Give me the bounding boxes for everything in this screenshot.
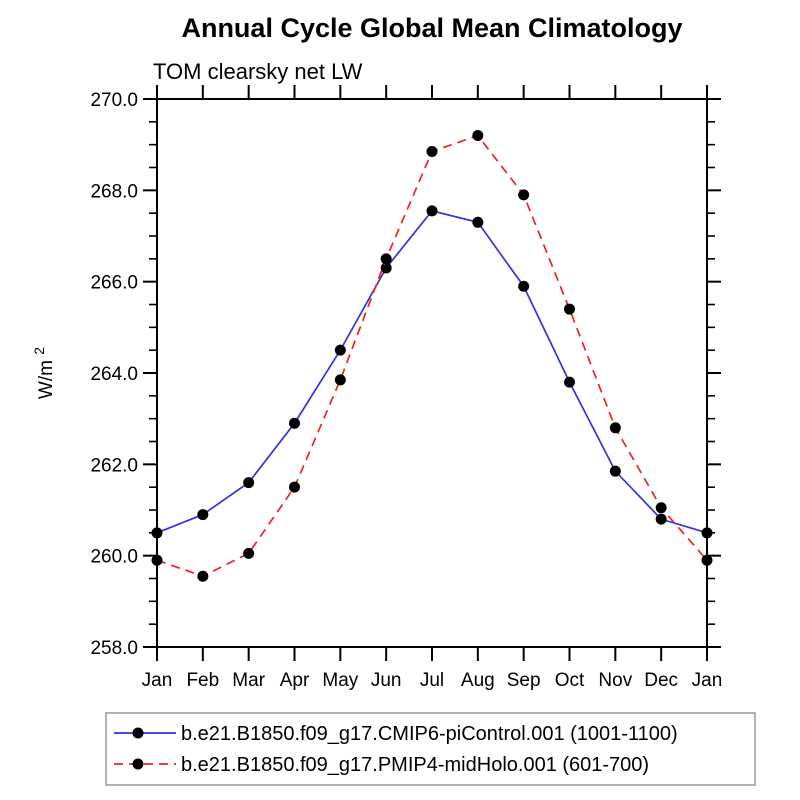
legend-box — [105, 712, 756, 786]
series-0-point-Mar — [243, 477, 255, 489]
x-tick-label: Nov — [598, 670, 632, 691]
axes: Jan Feb Mar Apr May Jun Jul Aug Sep Oct Nov Dec Jan2… — [90, 85, 722, 691]
x-tick-label: Feb — [186, 670, 219, 691]
x-tick-label: Jan — [142, 670, 173, 691]
x-tick-label: Jan — [692, 670, 723, 691]
x-tick-label: Jun — [371, 670, 402, 691]
series-line-0 — [156, 209, 708, 534]
plot-border — [156, 98, 708, 648]
series-1-point-Feb — [197, 570, 209, 582]
y-tick-label: 258.0 — [90, 638, 138, 659]
y-axis-label: W/m 2 — [31, 347, 57, 399]
series-line-1 — [156, 134, 708, 578]
series-1-point-Apr — [289, 481, 300, 493]
series-1-point-Aug — [472, 130, 484, 142]
data-series — [151, 130, 713, 582]
x-tick-label: Aug — [461, 670, 495, 691]
series-1-point-Sep — [518, 189, 530, 201]
x-tick-label: Mar — [232, 670, 265, 691]
x-tick-label: Oct — [555, 670, 585, 691]
series-0-point-Jan — [151, 527, 163, 539]
series-1-point-Dec — [655, 502, 667, 514]
series-0-point-Jun — [380, 262, 392, 274]
series-1-point-Jun — [380, 253, 392, 265]
series-1-point-May — [334, 374, 346, 386]
series-1-point-Nov — [609, 422, 621, 434]
legend-marker-0 — [132, 727, 144, 739]
legend-entry-label-1: b.e21.B1850.f09_g17.PMIP4-midHolo.001 (6… — [181, 754, 649, 776]
series-1-point-Mar — [243, 547, 255, 559]
legend: b.e21.B1850.f09_g17.CMIP6-piControl.001 … — [105, 712, 756, 786]
series-1-point-Jul — [426, 146, 438, 158]
series-0-point-Sep — [518, 280, 530, 292]
y-tick-label: 264.0 — [90, 364, 138, 385]
x-tick-label: Apr — [280, 670, 310, 691]
series-1-point-Oct — [564, 303, 575, 315]
y-axis-label-exponent: 2 — [31, 347, 47, 355]
legend-entry-label-0: b.e21.B1850.f09_g17.CMIP6-piControl.001 … — [181, 723, 678, 745]
series-1-point-Jan — [701, 554, 713, 566]
series-0-point-Jul — [426, 205, 438, 217]
y-tick-label: 262.0 — [90, 455, 138, 476]
y-tick-label: 268.0 — [90, 181, 138, 202]
series-0-point-Feb — [197, 509, 209, 521]
series-0-point-Dec — [655, 513, 667, 525]
y-axis-label-base: W/m — [36, 360, 57, 399]
x-tick-label: Sep — [507, 670, 541, 691]
legend-marker-1 — [132, 758, 144, 770]
y-tick-label: 260.0 — [90, 547, 138, 568]
series-1-point-Jan — [151, 554, 163, 566]
series-0-point-Aug — [472, 216, 484, 228]
series-0-point-Oct — [564, 376, 575, 388]
chart-subtitle: TOM clearsky net LW — [153, 59, 363, 84]
y-tick-label: 266.0 — [90, 273, 138, 294]
y-tick-label: 270.0 — [90, 90, 138, 111]
series-0-point-Apr — [289, 417, 300, 429]
series-0-point-Jan — [701, 527, 713, 539]
x-tick-label: Jul — [420, 670, 444, 691]
series-0-point-May — [334, 344, 346, 356]
x-tick-label: Dec — [644, 670, 678, 691]
series-0-point-Nov — [609, 465, 621, 477]
x-tick-label: May — [322, 670, 358, 691]
chart-title: Annual Cycle Global Mean Climatology — [181, 13, 682, 43]
